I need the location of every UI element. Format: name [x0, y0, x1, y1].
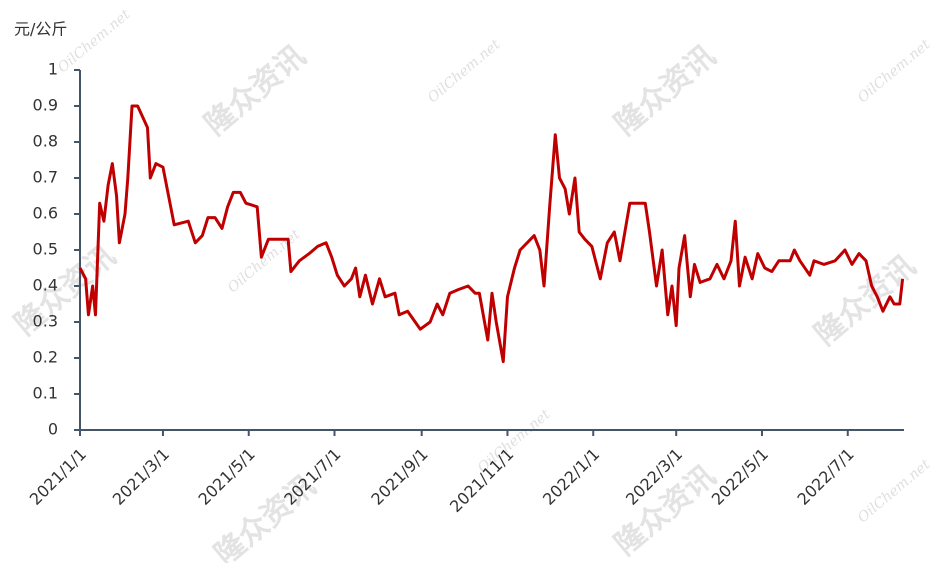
watermark: 隆众资讯	[608, 39, 722, 143]
y-axis-label: 元/公斤	[14, 20, 67, 39]
x-tick-label: 2022/5/1	[708, 445, 772, 509]
watermark: 隆众资讯	[198, 39, 312, 143]
y-tick-label: 0.8	[33, 132, 58, 151]
watermark: OilChem.net	[855, 456, 934, 526]
watermark: OilChem.net	[855, 36, 934, 106]
data-line	[78, 104, 905, 364]
y-tick-label: 0.6	[33, 204, 58, 223]
y-tick-label: 0.7	[33, 168, 58, 187]
x-tick-label: 2021/3/1	[109, 445, 173, 509]
x-tick-label: 2021/9/1	[367, 445, 431, 509]
x-tick-label: 2022/7/1	[794, 445, 858, 509]
y-tick-label: 0	[48, 420, 58, 439]
watermark: OilChem.net	[55, 6, 134, 76]
y-tick-label: 0.3	[33, 312, 58, 331]
watermark: OilChem.net	[225, 226, 304, 296]
x-tick-label: 2021/5/1	[195, 445, 259, 509]
y-tick-label: 0.4	[33, 276, 58, 295]
y-tick-label: 0.5	[33, 240, 58, 259]
y-tick-label: 0.9	[33, 96, 58, 115]
watermark: 隆众资讯	[8, 239, 122, 343]
watermark: OilChem.net	[425, 36, 504, 106]
x-tick-label: 2022/1/1	[539, 445, 603, 509]
x-tick-label: 2021/11/1	[446, 445, 517, 516]
x-tick-label: 2021/1/1	[26, 445, 90, 509]
y-tick-label: 0.2	[33, 348, 58, 367]
y-tick-label: 1	[48, 60, 58, 79]
y-tick-label: 0.1	[33, 384, 58, 403]
